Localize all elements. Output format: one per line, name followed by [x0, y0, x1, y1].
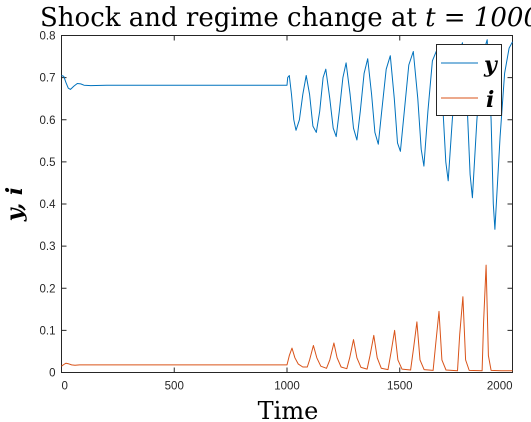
y-tick-label: 0.4: [40, 199, 57, 211]
legend-label-i: i: [486, 87, 494, 113]
axis-ticks: 0 500 1000 1500 2000 0 0.1 0.2 0.3 0.4 0.5 0.6 0.7 0.…: [40, 31, 513, 393]
x-axis-label: Time: [258, 397, 319, 422]
y-tick-label: 0: [49, 368, 55, 380]
chart-title: Shock and regime change at t = 1000: [40, 3, 531, 33]
legend: y i: [436, 44, 502, 116]
x-tick-label: 1500: [387, 381, 413, 393]
legend-label-y: y: [483, 52, 499, 78]
x-tick-label: 1000: [274, 381, 300, 393]
y-tick-label: 0.5: [40, 157, 56, 169]
y-tick-label: 0.3: [40, 241, 56, 253]
y-tick-label: 0.1: [40, 325, 56, 337]
legend-box: [436, 44, 502, 116]
x-tick-label: 500: [165, 381, 184, 393]
y-tick-label: 0.8: [40, 31, 56, 43]
y-tick-label: 0.6: [40, 115, 56, 127]
series-line-i: [61, 264, 513, 372]
x-tick-label: 0: [62, 381, 68, 393]
x-tick-label: 2000: [487, 381, 513, 393]
y-tick-label: 0.7: [40, 73, 56, 85]
y-tick-label: 0.2: [40, 283, 56, 295]
y-axis-label: y, i: [2, 187, 28, 222]
